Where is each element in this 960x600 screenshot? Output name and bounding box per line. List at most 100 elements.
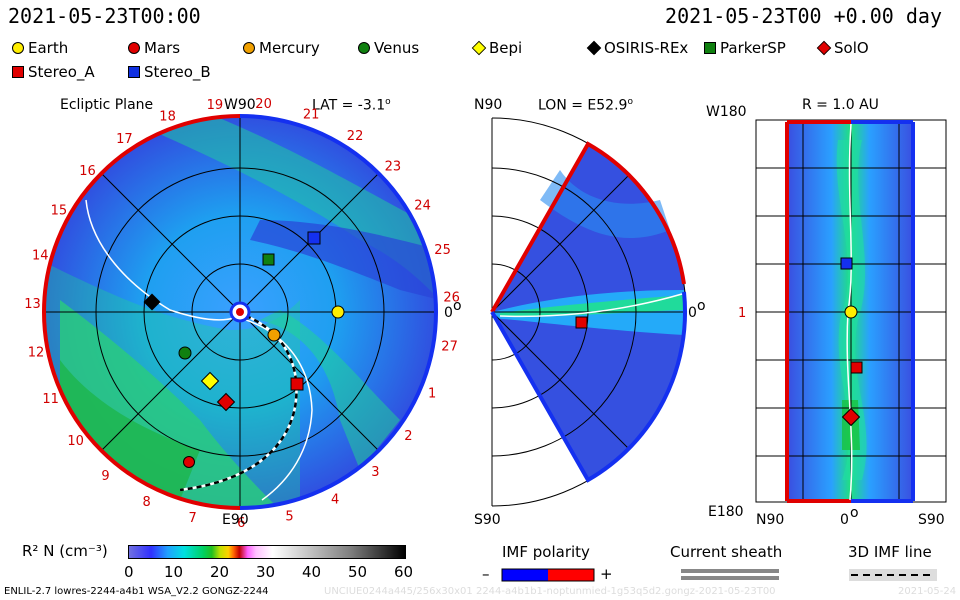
svg-text:o: o	[850, 505, 859, 521]
parkersp-icon	[704, 42, 716, 54]
carrington-longitude-label: 18	[159, 110, 176, 125]
osiris-rex-marker	[143, 293, 161, 311]
imf-minus-label: –	[482, 565, 490, 583]
radial-x-0: 0	[840, 512, 849, 528]
carrington-longitude-label: 24	[414, 198, 431, 213]
radial-panel: 1 E180 N90 0 o S90	[708, 119, 947, 528]
colorbar-label: R² N (cm⁻³)	[22, 542, 108, 560]
meridional-stereo-a-marker	[575, 316, 588, 329]
carrington-longitude-label: 4	[331, 492, 339, 507]
carrington-longitude-label: 21	[303, 108, 320, 123]
radial-top-left: W180	[706, 104, 747, 120]
carrington-longitude-label: 6	[237, 516, 245, 531]
mercury-marker	[267, 328, 281, 342]
radial-stereo-a-marker	[850, 361, 863, 374]
imf-polarity-title: IMF polarity	[502, 543, 590, 561]
meridional-bottom-label: S90	[474, 512, 501, 528]
radial-x-s90: S90	[918, 512, 945, 528]
carrington-longitude-label: 13	[24, 297, 41, 312]
ecliptic-bottom-label: E90	[222, 512, 249, 528]
radial-stereo-b-marker	[840, 257, 853, 270]
carrington-longitude-label: 12	[28, 346, 45, 361]
imf-plus-label: +	[600, 565, 613, 583]
imf-line-title: 3D IMF line	[848, 543, 932, 561]
carrington-longitude-label: 10	[67, 434, 84, 449]
radial-x-n90: N90	[756, 512, 784, 528]
ecliptic-panel: 19 20212223242526271234567891011121314151…	[24, 97, 461, 531]
colorbar-tick: 50	[348, 563, 368, 581]
carrington-longitude-label: 23	[385, 160, 402, 175]
radial-title: R = 1.0 AU	[802, 97, 879, 113]
stereo-b-marker	[307, 231, 321, 245]
legend-mars: Mars	[128, 39, 180, 57]
meridional-top-label: N90	[474, 97, 503, 113]
current-sheath-title: Current sheath	[670, 543, 783, 561]
stereo-a-marker	[290, 377, 304, 391]
legend-earth: Earth	[12, 39, 68, 57]
carrington-longitude-label: 5	[285, 510, 293, 525]
meridional-panel: S90 0 o	[474, 117, 706, 528]
footer-left: ENLIL-2.7 lowres-2244-a4b1 WSA_V2.2 GONG…	[4, 586, 269, 597]
time-right: 2021-05-23T00 +0.00 day	[665, 4, 942, 28]
density-colorbar	[128, 545, 406, 559]
legend-osiris-rex: OSIRIS-REx	[586, 39, 688, 57]
legend-bepi: Bepi	[471, 39, 522, 57]
footer-right: 2021-05-24	[898, 586, 957, 597]
carrington-longitude-label: 7	[189, 511, 197, 526]
carrington-longitude-label: 9	[101, 469, 109, 484]
carrington-longitude-label: 11	[42, 392, 59, 407]
carrington-longitude-label: 2	[404, 429, 412, 444]
colorbar-tick: 40	[302, 563, 322, 581]
carrington-longitude-label: 19	[207, 98, 224, 113]
ecliptic-lat-label: LAT = -3.1o	[312, 97, 391, 114]
svg-text:o: o	[453, 298, 462, 314]
bepi-marker	[200, 371, 220, 391]
carrington-longitude-label: 20	[255, 97, 272, 112]
radial-mid-left: 1	[738, 306, 746, 321]
current-sheath-legend	[681, 569, 779, 580]
colorbar-tick: 60	[394, 563, 414, 581]
mars-marker	[183, 456, 195, 468]
venus-marker	[178, 346, 192, 360]
mars-icon	[128, 42, 140, 54]
meridional-lon-label: LON = E52.9o	[538, 97, 633, 114]
legend-parkersp: ParkerSP	[704, 39, 786, 57]
mercury-icon	[243, 42, 255, 54]
solo-marker	[216, 392, 236, 412]
legend-mercury: Mercury	[243, 39, 320, 57]
time-left: 2021-05-23T00:00	[8, 4, 201, 28]
carrington-longitude-label: 27	[441, 340, 458, 355]
svg-text:o: o	[697, 298, 706, 314]
earth-icon	[12, 42, 24, 54]
radial-solo-marker	[841, 407, 861, 427]
stereo-b-icon	[128, 66, 140, 78]
carrington-longitude-label: 1	[428, 386, 436, 401]
carrington-longitude-label: 8	[143, 495, 151, 510]
carrington-longitude-label: 14	[32, 249, 49, 264]
colorbar-tick: 30	[256, 563, 276, 581]
footer-middle: UNCIUE0244a445/256x30x01 2244-a4b1b1-nop…	[324, 586, 776, 597]
imf-polarity-legend	[501, 568, 595, 582]
carrington-longitude-label: 16	[79, 164, 96, 179]
legend-venus: Venus	[358, 39, 419, 57]
stereo-a-icon	[12, 66, 24, 78]
carrington-longitude-label: 3	[371, 465, 379, 480]
carrington-longitude-label: 26	[443, 291, 460, 306]
carrington-longitude-label: 22	[347, 129, 364, 144]
carrington-longitude-label: 17	[116, 132, 133, 147]
legend-stereo-a: Stereo_A	[12, 63, 95, 81]
ecliptic-right-label: 0	[444, 305, 453, 321]
colorbar-tick: 0	[124, 563, 134, 581]
earth-marker	[331, 305, 345, 319]
legend-stereo-b: Stereo_B	[128, 63, 211, 81]
ecliptic-title: Ecliptic Plane	[60, 97, 154, 113]
radial-bottom-left: E180	[708, 504, 744, 520]
colorbar-tick: 10	[164, 563, 184, 581]
carrington-longitude-label: 25	[434, 243, 451, 258]
parkersp-marker	[262, 253, 275, 266]
radial-earth-marker	[844, 305, 858, 319]
colorbar-tick: 20	[210, 563, 230, 581]
imf-line-legend	[849, 569, 937, 581]
ecliptic-top-label: W90	[224, 97, 256, 113]
